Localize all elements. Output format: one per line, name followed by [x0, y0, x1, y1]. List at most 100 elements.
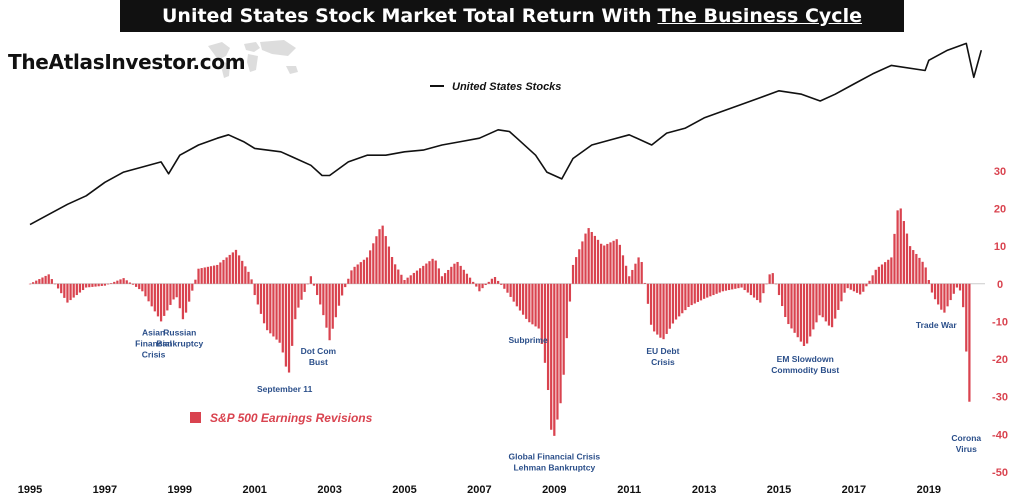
revision-bar	[56, 283, 60, 289]
revision-bar	[381, 225, 384, 284]
revision-bar	[200, 268, 203, 284]
revision-bar	[234, 249, 238, 284]
revision-bar	[696, 283, 699, 302]
revision-bar	[147, 283, 150, 302]
revision-bar	[955, 283, 959, 288]
revision-bar	[637, 257, 640, 284]
revision-bar	[915, 253, 918, 284]
annotation-label: Asian	[142, 327, 165, 337]
revision-bar	[706, 283, 709, 298]
revision-bar	[921, 261, 924, 284]
revision-bar	[478, 283, 481, 292]
revision-bar	[85, 283, 88, 288]
revision-bar	[821, 283, 824, 318]
revision-bar	[927, 280, 930, 284]
x-tick-label: 2003	[317, 484, 341, 496]
revision-bar	[91, 283, 94, 287]
revision-bar	[356, 264, 359, 284]
revision-bar	[624, 265, 628, 284]
revision-bar	[138, 283, 141, 290]
revision-bar	[309, 276, 313, 284]
annotation-label: Crisis	[651, 357, 675, 367]
revision-bar	[653, 283, 656, 332]
revision-bar	[465, 273, 469, 284]
revision-bar	[949, 283, 952, 301]
revision-bar	[912, 250, 915, 284]
revision-bar	[590, 232, 593, 284]
revision-bar	[66, 283, 69, 303]
revision-bar	[759, 283, 762, 303]
annotation-label: Corona	[951, 433, 981, 443]
revision-bar	[69, 283, 72, 301]
annotation-label: Financial	[135, 338, 172, 348]
revision-bar	[375, 236, 378, 284]
revision-bar	[893, 233, 896, 284]
revision-bar	[347, 278, 350, 284]
revision-bar	[415, 270, 419, 284]
annotation-label: September 11	[257, 384, 313, 394]
revision-bar	[849, 283, 852, 290]
revision-bar	[690, 283, 693, 306]
revision-bar	[384, 236, 387, 284]
revision-bar	[418, 268, 422, 284]
revision-bar	[294, 283, 297, 320]
revision-bar	[403, 280, 406, 284]
stock-line	[29, 42, 983, 226]
revision-bar	[206, 266, 210, 284]
revision-bar	[952, 283, 955, 294]
annotation-label: Russian	[163, 327, 196, 337]
revision-bar	[481, 283, 484, 289]
revision-bar	[350, 270, 353, 284]
revision-bar	[834, 283, 837, 319]
revision-bar	[409, 275, 412, 284]
revision-bar	[684, 283, 687, 311]
revision-bar	[166, 283, 169, 311]
revision-bar	[297, 283, 300, 308]
revision-bar	[47, 274, 50, 284]
y-tick-label: -40	[992, 429, 1008, 441]
revision-bar	[649, 283, 653, 325]
revision-bar	[721, 283, 724, 292]
revision-bar	[774, 283, 778, 285]
revision-bar	[400, 274, 403, 284]
revision-bar	[197, 268, 200, 284]
revision-bar	[571, 264, 575, 284]
revision-bar	[596, 239, 600, 284]
revision-bar	[621, 255, 625, 284]
revision-bar	[440, 276, 444, 284]
revision-bar	[546, 283, 550, 391]
brand-watermark: TheAtlasInvestor.com	[8, 50, 246, 74]
y-tick-label: 0	[997, 279, 1003, 291]
x-tick-label: 1999	[168, 484, 192, 496]
revision-bar	[225, 257, 228, 284]
revision-bar	[222, 259, 225, 284]
revision-bar	[453, 263, 456, 284]
annotation-label: EU Debt	[646, 346, 679, 356]
revision-bar	[840, 283, 843, 302]
revision-bar	[556, 283, 559, 420]
revision-bar	[768, 274, 771, 284]
revision-bar	[287, 283, 291, 373]
revision-bar	[44, 275, 47, 284]
revision-bar	[369, 250, 372, 284]
revision-bar	[827, 283, 831, 326]
revision-bar	[365, 257, 369, 284]
revision-bar	[38, 279, 41, 284]
revision-bar	[72, 283, 75, 298]
legend-label-stocks: United States Stocks	[452, 81, 561, 93]
revision-bar	[125, 280, 128, 284]
revision-bar	[300, 283, 303, 300]
revision-bar	[818, 283, 821, 316]
revision-bar	[163, 283, 166, 316]
revision-bar	[699, 283, 703, 301]
revision-bar	[568, 283, 572, 302]
y-tick-label: 20	[994, 203, 1006, 215]
revision-bar	[269, 283, 272, 334]
revision-bar	[528, 283, 531, 323]
revision-bar	[359, 262, 362, 284]
revision-bar	[578, 249, 581, 284]
revision-bar	[443, 273, 447, 284]
revision-bar	[156, 283, 160, 317]
x-tick-label: 2019	[917, 484, 941, 496]
